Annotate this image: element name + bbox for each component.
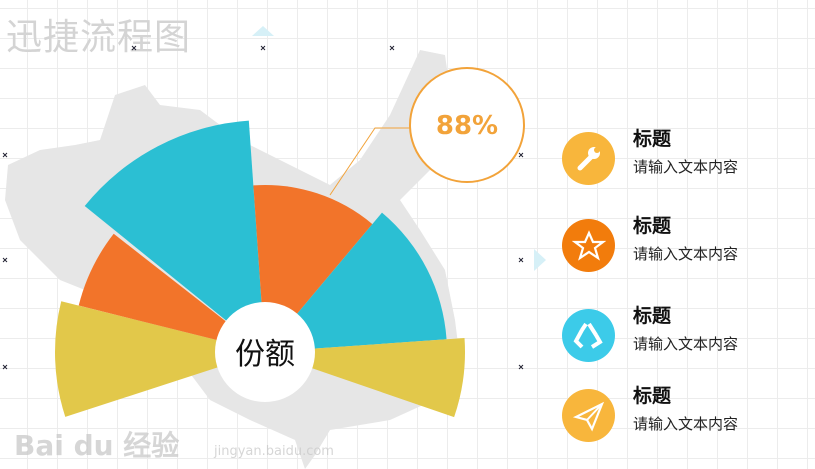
resize-handle[interactable] [389, 45, 395, 51]
resize-handle[interactable] [2, 152, 8, 158]
wrench-icon [562, 132, 615, 185]
resize-handle[interactable] [2, 257, 8, 263]
wedge-yellow-5 [265, 338, 465, 418]
app-title: 迅捷流程图 [6, 17, 192, 58]
list-item: 标题 请输入文本内容 [562, 128, 812, 192]
item-title: 标题 [633, 385, 672, 407]
item-title: 标题 [633, 128, 672, 150]
item-text: 请输入文本内容 [633, 415, 739, 433]
resize-handle[interactable] [518, 257, 524, 263]
resize-handle[interactable] [518, 364, 524, 370]
resize-handle[interactable] [518, 152, 524, 158]
item-text: 请输入文本内容 [633, 335, 739, 353]
list-item: 标题 请输入文本内容 [562, 385, 812, 449]
callout-line [329, 127, 410, 196]
resize-handle[interactable] [260, 45, 266, 51]
list-item: 标题 请输入文本内容 [562, 305, 812, 369]
resize-handle[interactable] [2, 364, 8, 370]
list-item: 标题 请输入文本内容 [562, 215, 812, 279]
wedge-teal-4 [265, 212, 447, 352]
paper-plane-icon [562, 389, 615, 442]
handle-triangle-right[interactable] [534, 249, 546, 271]
item-text: 请输入文本内容 [633, 245, 739, 263]
recycle-icon [562, 309, 615, 362]
wedge-teal-2 [84, 120, 265, 352]
watermark-url: jingyan.baidu.com [214, 444, 334, 459]
item-title: 标题 [633, 305, 672, 327]
wedge-orange-1 [78, 233, 266, 352]
item-title: 标题 [633, 215, 672, 237]
center-label: 份额 [235, 337, 295, 372]
wedge-yellow-0 [55, 301, 266, 417]
star-icon [562, 219, 615, 272]
callout-value: 88% [436, 111, 498, 141]
center-circle [215, 302, 315, 402]
resize-handle[interactable] [131, 45, 137, 51]
handle-triangle-top[interactable] [252, 26, 274, 36]
callout-circle [409, 67, 525, 183]
item-text: 请输入文本内容 [633, 158, 739, 176]
watermark-brand: Bai du 经验 [14, 429, 180, 462]
